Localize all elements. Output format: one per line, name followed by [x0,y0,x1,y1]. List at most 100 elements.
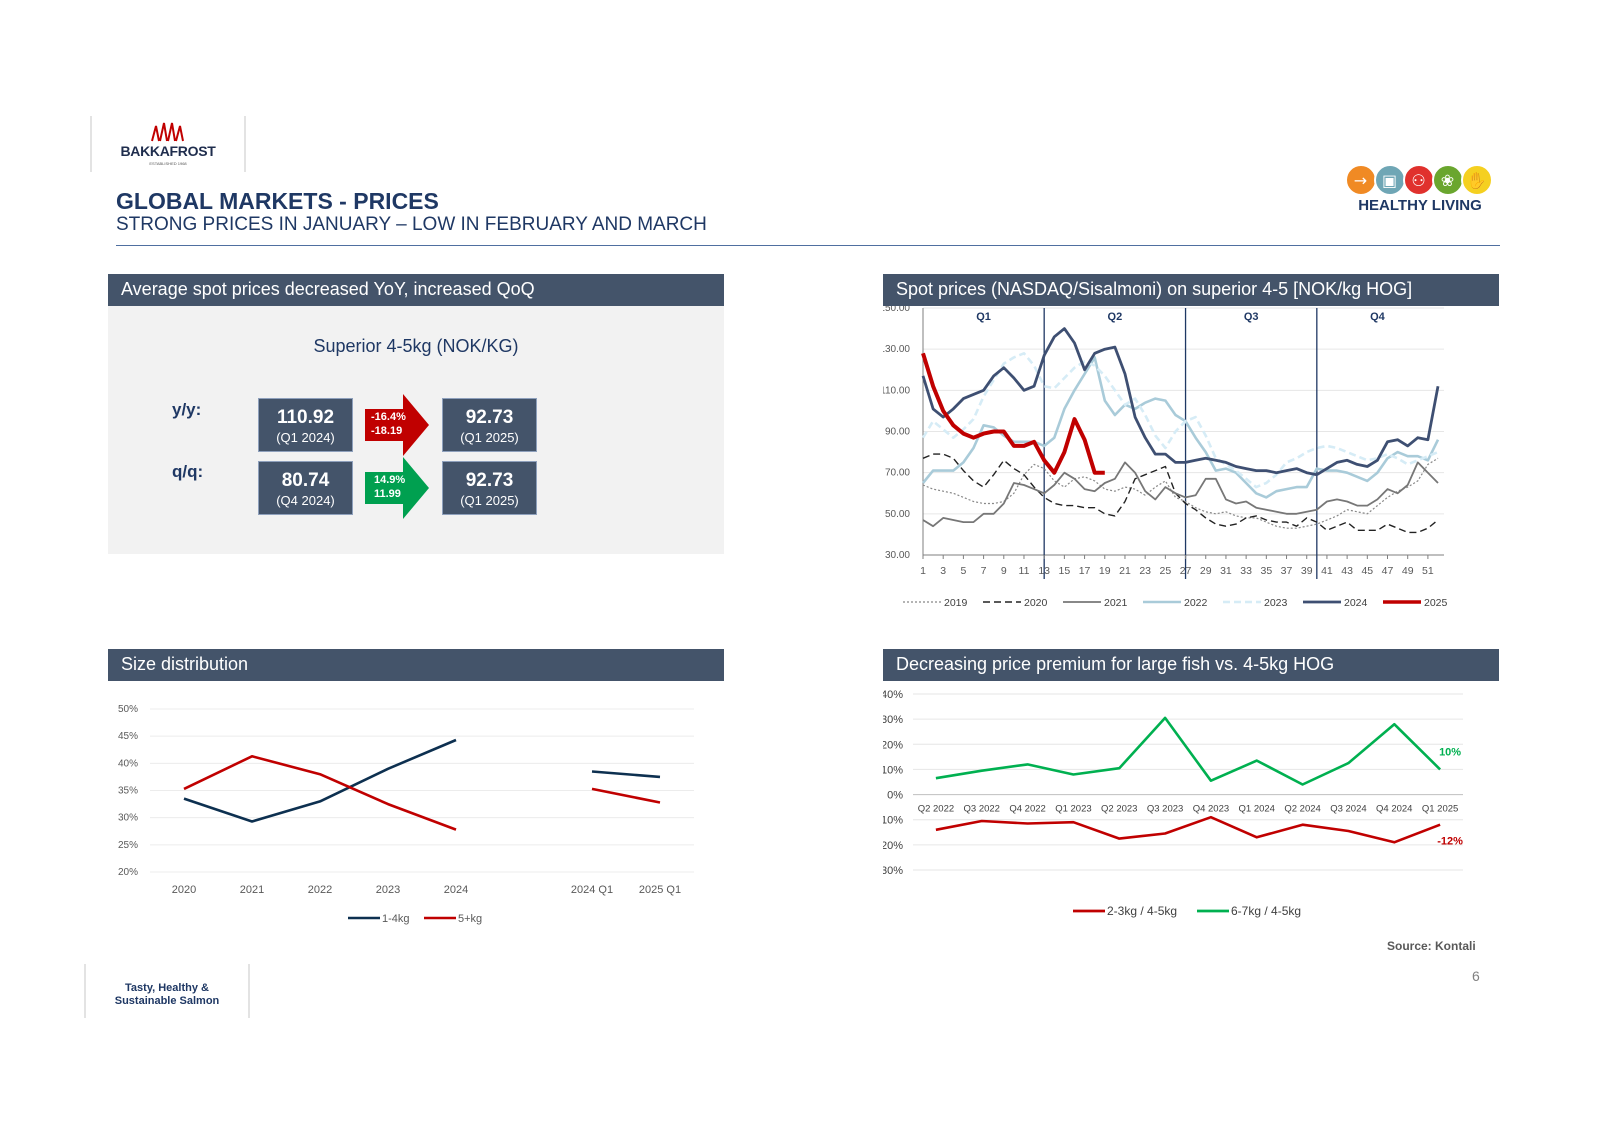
title-divider [116,245,1500,246]
quarter-label: Q2 [1108,311,1123,323]
x-tick-label: 23 [1139,565,1151,577]
series-line-2019 [922,457,1439,529]
qq-change-abs: 11.99 [374,488,401,500]
x-tick-label: 2023 [376,884,400,896]
x-tick-label: Q2 2024 [1284,804,1320,815]
x-tick-label: Q1 2023 [1055,804,1091,815]
x-tick-label: 41 [1321,565,1333,577]
y-tick-label: 25% [118,840,138,851]
y-tick-label: 90.00 [885,427,910,438]
legend-label: 2020 [1024,597,1048,609]
presentation-icon: ▣ [1373,164,1406,196]
y-tick-label: 35% [118,786,138,797]
x-tick-label: 25 [1160,565,1172,577]
source-note: Source: Kontali [1387,939,1476,953]
x-tick-label: 39 [1301,565,1313,577]
spot-price-chart: 150.00 130.00 110.00 90.00 70.00 50.00 30.00 Q1… [883,306,1448,609]
healthy-living-badge: → ▣ ⚇ ❀ ✋ HEALTHY LIVING [1340,164,1500,214]
size-distribution-chart: 50% 45% 40% 35% 30% 25% 20% 2020 2021 2022 2023 202… [118,704,694,925]
handshake-icon: ✋ [1460,164,1493,196]
y-tick-label: 30% [118,813,138,824]
qq-from-value: 80.74 [281,470,330,491]
qq-to-tile: 92.73 (Q1 2025) [442,461,537,515]
healthy-living-text: HEALTHY LIVING [1358,197,1482,214]
x-tick-label: 33 [1240,565,1252,577]
legend-label: 2024 [1344,597,1368,609]
y-tick-label: 20% [883,739,903,751]
tagline-line-2: Sustainable Salmon [114,995,220,1007]
x-tick-label: Q4 2024 [1376,804,1412,815]
y-tick-label: -30% [883,865,903,877]
qq-to-value: 92.73 [465,470,514,491]
data-label: 10% [1439,746,1461,758]
x-tick-label: 3 [940,565,946,577]
shell-icon: ❀ [1431,164,1464,196]
x-tick-label: 1 [920,565,926,577]
quarter-label: Q4 [1370,311,1386,323]
quarter-label: Q3 [1244,311,1259,323]
price-premium-chart: 40% 30% 20% 10% 0% -10% -20% -30% Q2 2022 Q3 2022… [883,689,1463,918]
legend-label: 2023 [1264,597,1288,609]
y-tick-label: 40% [118,758,138,769]
x-tick-label: Q2 2022 [918,804,954,815]
series-line-6-7kg / 4-5kg [935,716,1442,786]
fish-icon: → [1344,164,1377,196]
series-line-2025 [921,352,1105,475]
series-line-1-4kg [591,770,661,779]
legend-label: 1-4kg [382,913,410,925]
legend-label: 2019 [944,597,968,609]
x-tick-label: 45 [1361,565,1373,577]
qq-to-period: (Q1 2025) [460,493,519,508]
x-tick-label: 2025 Q1 [639,884,681,896]
y-tick-label: 10% [883,764,903,776]
series-line-2022 [921,356,1440,499]
x-tick-label: 43 [1341,565,1353,577]
arrow-right-icon [365,457,429,519]
legend-label: 2025 [1424,597,1448,609]
x-tick-label: 5 [960,565,966,577]
yy-change-abs: -18.19 [371,425,403,437]
data-label: -12% [1437,836,1463,848]
yy-from-period: (Q1 2024) [276,430,335,445]
yy-to-period: (Q1 2025) [460,430,519,445]
qq-label: q/q: [172,462,204,481]
series-line-2024 [921,327,1440,477]
y-tick-label: 50% [118,704,138,715]
logo-crown-icon [151,122,184,142]
logo-subtext: ESTABLISHED 1968 [149,161,187,166]
series-line-1-4kg [183,738,457,823]
y-tick-label: -10% [883,815,903,827]
y-tick-label: 30% [883,714,903,726]
x-tick-label: 2024 [444,884,468,896]
page-title: GLOBAL MARKETS - PRICES [116,188,439,214]
y-tick-label: 150.00 [883,306,910,314]
yy-change-arrow: -16.4% -18.19 [365,394,429,456]
x-tick-label: Q1 2024 [1239,804,1275,815]
legend-label: 6-7kg / 4-5kg [1231,904,1301,918]
spot-panel-header: Spot prices (NASDAQ/Sisalmoni) on superi… [883,274,1499,306]
y-tick-label: 45% [118,731,138,742]
tagline-logo: Tasty, Healthy & Sustainable Salmon [84,964,250,1018]
x-tick-label: Q2 2023 [1101,804,1137,815]
kpi-panel: Superior 4-5kg (NOK/KG) y/y: 110.92 (Q1 … [108,306,724,554]
legend-label: 2022 [1184,597,1208,609]
y-tick-label: 0% [887,790,903,802]
qq-from-period: (Q4 2024) [276,493,335,508]
x-tick-label: 35 [1260,565,1272,577]
page-subtitle: STRONG PRICES IN JANUARY – LOW IN FEBRUA… [116,214,707,235]
y-tick-label: 130.00 [883,344,910,355]
legend-label: 2021 [1104,597,1128,609]
x-tick-label: 21 [1119,565,1131,577]
page-number: 6 [1472,968,1480,984]
y-tick-label: 50.00 [885,509,910,520]
premium-panel-header: Decreasing price premium for large fish … [883,649,1499,681]
yy-change-pct: -16.4% [371,411,406,423]
yy-to-tile: 92.73 (Q1 2025) [442,398,537,452]
series-line-2-3kg / 4-5kg [935,815,1441,844]
x-tick-label: 29 [1200,565,1212,577]
series-line-5+kg [591,787,661,804]
x-tick-label: Q3 2022 [964,804,1000,815]
legend-label: 5+kg [458,913,482,925]
people-icon: ⚇ [1402,164,1435,196]
x-tick-label: Q1 2025 [1422,804,1458,815]
